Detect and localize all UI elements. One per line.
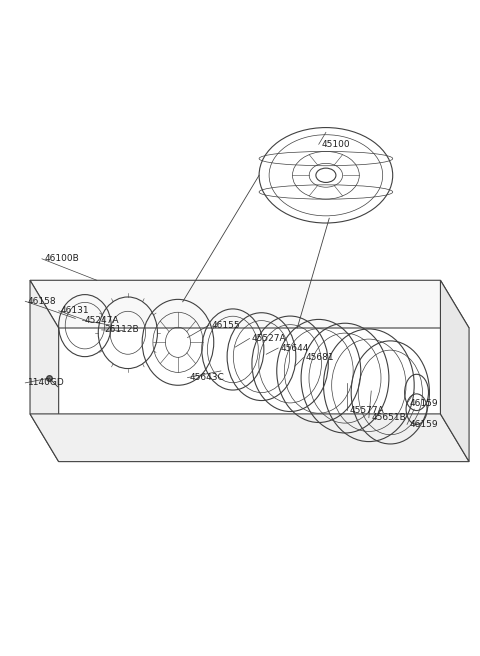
- Text: 46155: 46155: [211, 321, 240, 329]
- Text: 45643C: 45643C: [190, 373, 225, 382]
- Text: 45651B: 45651B: [371, 413, 406, 422]
- Polygon shape: [30, 414, 469, 462]
- Text: 45681: 45681: [306, 353, 335, 362]
- Polygon shape: [30, 280, 59, 462]
- Text: 1140GD: 1140GD: [28, 379, 64, 388]
- Text: 46100B: 46100B: [44, 255, 79, 263]
- Polygon shape: [30, 280, 469, 328]
- Text: 45577A: 45577A: [350, 405, 384, 415]
- Text: 46159: 46159: [409, 420, 438, 429]
- Text: 45527A: 45527A: [252, 334, 287, 343]
- Text: 26112B: 26112B: [104, 325, 139, 335]
- Polygon shape: [441, 280, 469, 462]
- Text: 45100: 45100: [321, 140, 350, 149]
- Text: 45247A: 45247A: [85, 316, 120, 325]
- Text: 46131: 46131: [61, 306, 90, 316]
- Text: 45644: 45644: [281, 344, 309, 352]
- Text: 46158: 46158: [28, 297, 56, 306]
- Text: 46159: 46159: [409, 399, 438, 408]
